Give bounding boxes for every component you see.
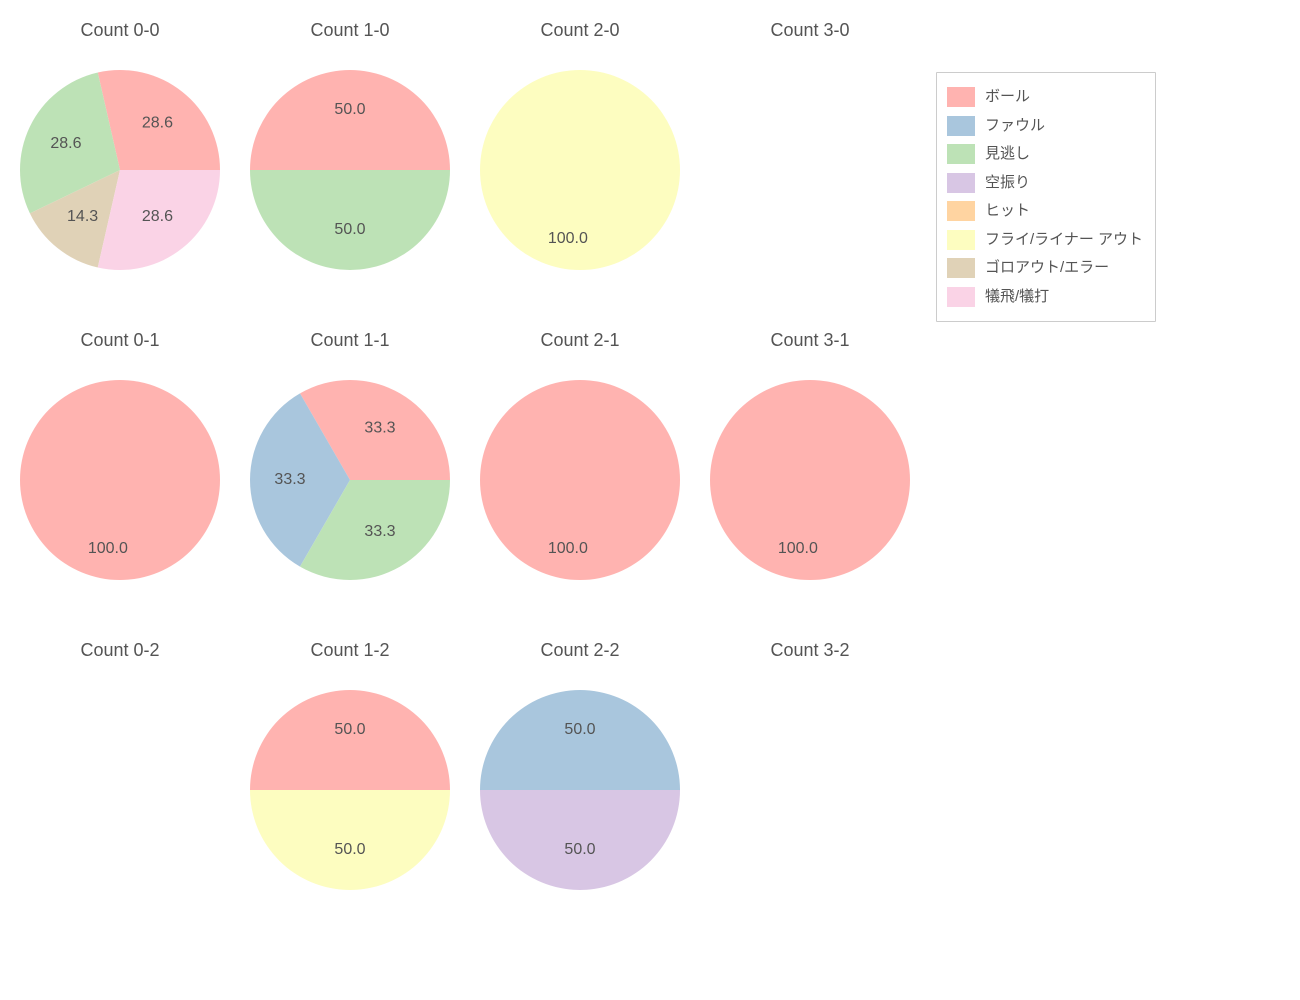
pct-label: 50.0 xyxy=(334,721,365,738)
panel-title: Count 2-2 xyxy=(465,640,695,661)
panel-title: Count 2-1 xyxy=(465,330,695,351)
panel-title: Count 0-0 xyxy=(5,20,235,41)
panel-c20: Count 2-0 100.0 xyxy=(465,20,695,290)
pie-c20: 100.0 xyxy=(465,55,695,285)
pct-label: 28.6 xyxy=(142,208,173,225)
slice-swing xyxy=(480,790,680,890)
legend-row-foul: ファウル xyxy=(947,112,1143,141)
legend-swatch-hit xyxy=(947,201,975,221)
legend-row-look: 見逃し xyxy=(947,140,1143,169)
legend-swatch-swing xyxy=(947,173,975,193)
legend-row-hit: ヒット xyxy=(947,197,1143,226)
panel-c12: Count 1-2 50.0 50.0 xyxy=(235,640,465,910)
legend: ボールファウル見逃し空振りヒットフライ/ライナー アウトゴロアウト/エラー犠飛/… xyxy=(936,72,1156,322)
legend-label-flyliner: フライ/ライナー アウト xyxy=(985,226,1143,255)
legend-label-sac: 犠飛/犠打 xyxy=(985,283,1049,312)
slice-look xyxy=(250,170,450,270)
panel-title: Count 1-1 xyxy=(235,330,465,351)
panel-c10: Count 1-0 50.0 50.0 xyxy=(235,20,465,290)
panel-title: Count 1-0 xyxy=(235,20,465,41)
panel-c31: Count 3-1 100.0 xyxy=(695,330,925,600)
slice-foul xyxy=(480,690,680,790)
pct-label: 33.3 xyxy=(364,419,395,436)
pct-label: 50.0 xyxy=(564,721,595,738)
panel-title: Count 2-0 xyxy=(465,20,695,41)
legend-label-ground: ゴロアウト/エラー xyxy=(985,254,1109,283)
panel-c30: Count 3-0 xyxy=(695,20,925,290)
panel-title: Count 3-0 xyxy=(695,20,925,41)
pct-label: 100.0 xyxy=(548,540,588,557)
pct-label: 100.0 xyxy=(548,230,588,247)
pie-c10: 50.0 50.0 xyxy=(235,55,465,285)
pct-label: 50.0 xyxy=(334,221,365,238)
legend-swatch-ground xyxy=(947,258,975,278)
pct-label: 50.0 xyxy=(334,101,365,118)
panel-title: Count 1-2 xyxy=(235,640,465,661)
pct-label: 28.6 xyxy=(50,135,81,152)
pie-c12: 50.0 50.0 xyxy=(235,675,465,905)
panel-c01: Count 0-1 100.0 xyxy=(5,330,235,600)
pct-label: 100.0 xyxy=(778,540,818,557)
legend-swatch-sac xyxy=(947,287,975,307)
pct-label: 33.3 xyxy=(364,523,395,540)
legend-label-foul: ファウル xyxy=(985,112,1045,141)
panel-c00: Count 0-0 28.6 28.6 14.3 28.6 xyxy=(5,20,235,290)
pct-label: 33.3 xyxy=(274,471,305,488)
pct-label: 50.0 xyxy=(334,841,365,858)
panel-title: Count 0-2 xyxy=(5,640,235,661)
legend-row-flyliner: フライ/ライナー アウト xyxy=(947,226,1143,255)
slice-ball xyxy=(250,690,450,790)
panel-c32: Count 3-2 xyxy=(695,640,925,910)
panel-c02: Count 0-2 xyxy=(5,640,235,910)
pie-c21: 100.0 xyxy=(465,365,695,595)
slice-ball xyxy=(250,70,450,170)
pct-label: 50.0 xyxy=(564,841,595,858)
pie-c31: 100.0 xyxy=(695,365,925,595)
legend-row-ground: ゴロアウト/エラー xyxy=(947,254,1143,283)
panel-title: Count 3-2 xyxy=(695,640,925,661)
pie-c00: 28.6 28.6 14.3 28.6 xyxy=(5,55,235,285)
legend-row-swing: 空振り xyxy=(947,169,1143,198)
pie-c01: 100.0 xyxy=(5,365,235,595)
pct-label: 100.0 xyxy=(88,540,128,557)
legend-row-sac: 犠飛/犠打 xyxy=(947,283,1143,312)
panel-title: Count 0-1 xyxy=(5,330,235,351)
legend-swatch-foul xyxy=(947,116,975,136)
panel-c21: Count 2-1 100.0 xyxy=(465,330,695,600)
legend-label-swing: 空振り xyxy=(985,169,1030,198)
panel-c11: Count 1-1 33.3 33.3 33.3 xyxy=(235,330,465,600)
legend-row-ball: ボール xyxy=(947,83,1143,112)
pct-label: 28.6 xyxy=(142,114,173,131)
pie-c11: 33.3 33.3 33.3 xyxy=(235,365,465,595)
legend-label-hit: ヒット xyxy=(985,197,1030,226)
panel-c22: Count 2-2 50.0 50.0 xyxy=(465,640,695,910)
slice-flyliner xyxy=(250,790,450,890)
panel-title: Count 3-1 xyxy=(695,330,925,351)
legend-swatch-ball xyxy=(947,87,975,107)
legend-label-look: 見逃し xyxy=(985,140,1030,169)
legend-label-ball: ボール xyxy=(985,83,1030,112)
pie-c22: 50.0 50.0 xyxy=(465,675,695,905)
legend-swatch-flyliner xyxy=(947,230,975,250)
legend-swatch-look xyxy=(947,144,975,164)
pct-label: 14.3 xyxy=(67,208,98,225)
